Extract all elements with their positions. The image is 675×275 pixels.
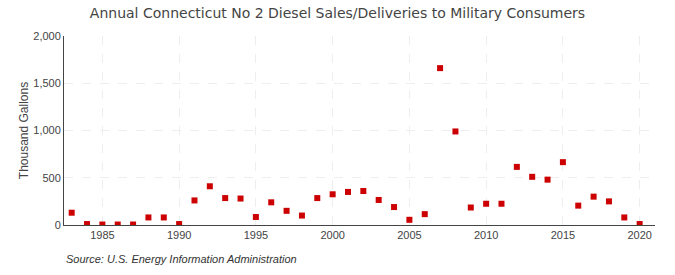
svg-text:2,000: 2,000 bbox=[33, 30, 61, 42]
svg-text:2010: 2010 bbox=[474, 229, 498, 241]
svg-text:2000: 2000 bbox=[320, 229, 344, 241]
svg-text:0: 0 bbox=[55, 219, 61, 231]
svg-text:1990: 1990 bbox=[167, 229, 191, 241]
svg-text:Source: U.S. Energy Informatio: Source: U.S. Energy Information Administ… bbox=[66, 253, 297, 265]
svg-text:1,000: 1,000 bbox=[33, 124, 61, 136]
svg-text:Thousand Gallons: Thousand Gallons bbox=[17, 82, 31, 179]
svg-text:1,500: 1,500 bbox=[33, 77, 61, 89]
svg-text:Annual Connecticut No 2 Diesel: Annual Connecticut No 2 Diesel Sales/Del… bbox=[90, 5, 585, 21]
svg-text:500: 500 bbox=[42, 172, 60, 184]
svg-text:1995: 1995 bbox=[244, 229, 268, 241]
svg-text:2020: 2020 bbox=[627, 229, 651, 241]
svg-text:2005: 2005 bbox=[397, 229, 421, 241]
svg-text:2015: 2015 bbox=[551, 229, 575, 241]
svg-text:1985: 1985 bbox=[90, 229, 114, 241]
